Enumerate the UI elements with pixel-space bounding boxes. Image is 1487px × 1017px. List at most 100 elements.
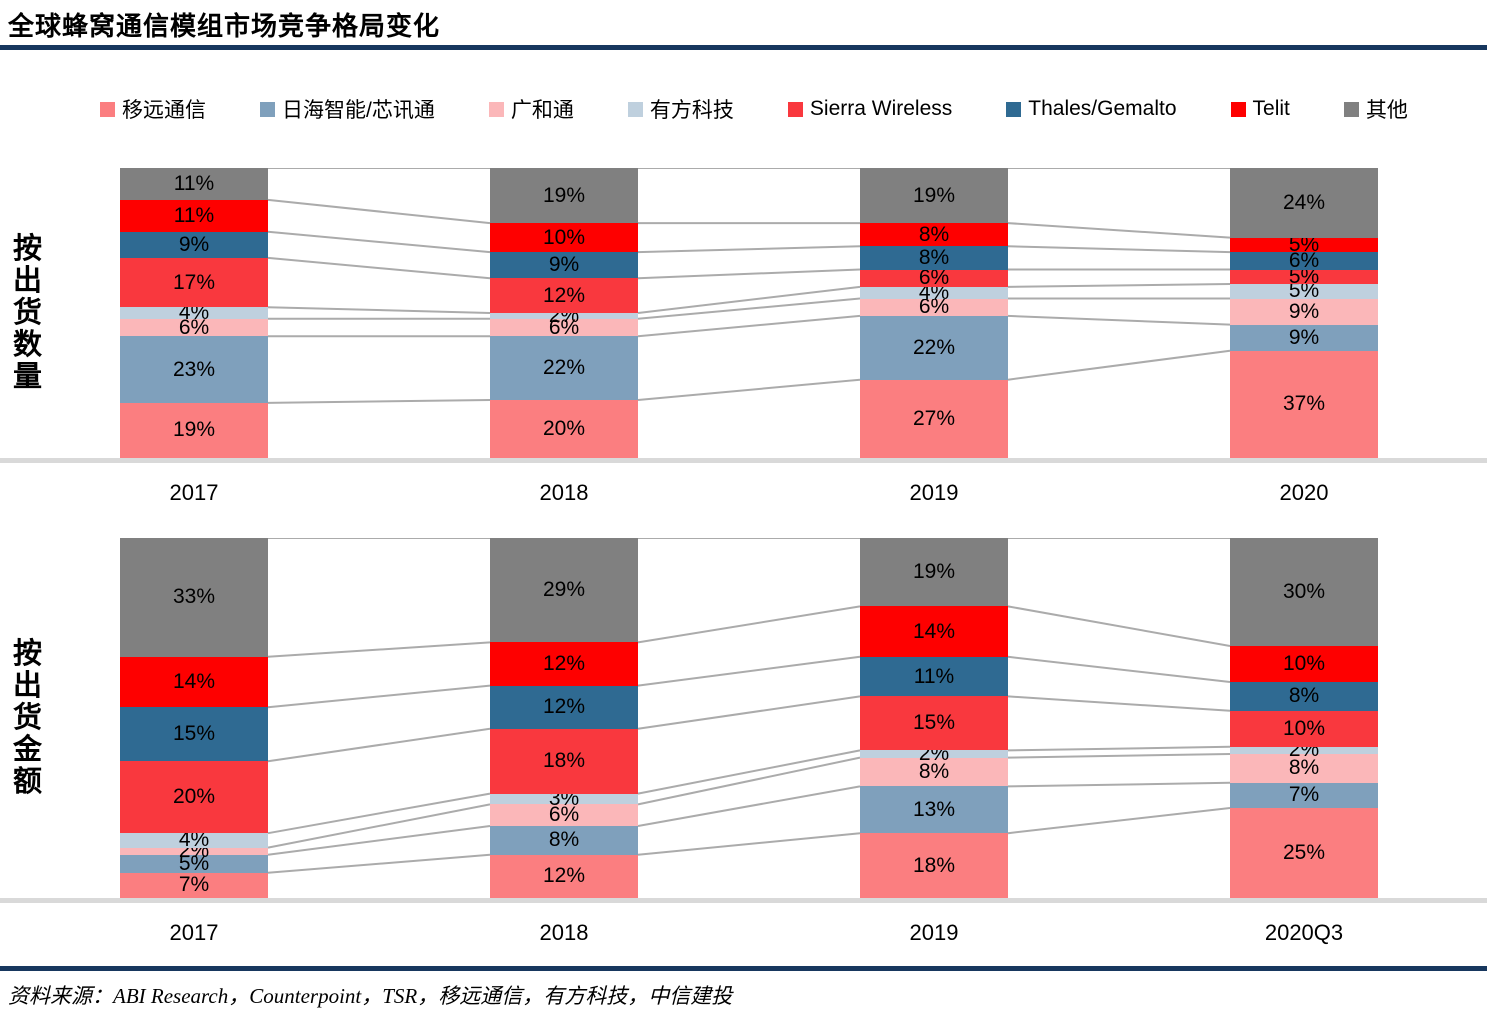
- segment-value-label: 7%: [1288, 783, 1320, 807]
- legend-item: 移远通信: [100, 94, 206, 124]
- segment-value-label: 6%: [548, 803, 580, 827]
- segment-Telit: 8%: [860, 223, 1008, 247]
- legend-swatch-icon: [627, 101, 643, 117]
- segment-有方科技: 4%: [120, 301, 268, 324]
- segment-广和通: 6%: [120, 316, 268, 339]
- legend-label: Thales/Gemalto: [1028, 97, 1177, 120]
- segment-日海智能/芯讯通: 22%: [490, 336, 638, 400]
- segment-Sierra Wireless: 20%: [120, 761, 268, 834]
- segment-value-label: 8%: [1288, 756, 1320, 780]
- segment-其他: 19%: [490, 168, 638, 224]
- segment-value-label: 33%: [172, 585, 216, 609]
- segment-value-label: 8%: [918, 245, 950, 269]
- segment-移远通信: 12%: [490, 854, 638, 898]
- segment-value-label: 6%: [918, 295, 950, 319]
- segment-移远通信: 18%: [860, 833, 1008, 898]
- legend: 移远通信 日海智能/芯讯通 广和通 有方科技 Sierra Wireless T…: [100, 94, 1408, 124]
- legend-label: 日海智能/芯讯通: [282, 99, 435, 122]
- segment-value-label: 13%: [912, 797, 956, 821]
- segment-Thales/Gemalto: 8%: [860, 245, 1008, 270]
- segment-Thales/Gemalto: 6%: [1230, 249, 1378, 272]
- segment-value-label: 6%: [918, 266, 950, 290]
- segment-value-label: 19%: [912, 183, 956, 207]
- segment-value-label: 9%: [1288, 325, 1320, 349]
- segment-其他: 24%: [1230, 168, 1378, 238]
- segment-value-label: 8%: [918, 760, 950, 783]
- segment-Telit: 5%: [1230, 233, 1378, 256]
- y-axis-title-value: 按出货金额: [13, 638, 43, 798]
- x-axis-label: 2019: [909, 920, 959, 945]
- segment-Sierra Wireless: 15%: [860, 696, 1008, 751]
- segment-value-label: 10%: [1282, 716, 1326, 740]
- segment-日海智能/芯讯通: 23%: [120, 336, 268, 403]
- bar-2017: 7% 5% 2% 4% 20% 15% 14% 33%: [120, 538, 268, 898]
- segment-Telit: 14%: [120, 656, 268, 708]
- segment-其他: 33%: [120, 538, 268, 657]
- x-axis-label: 2020: [1279, 480, 1329, 505]
- segment-有方科技: 2%: [490, 304, 638, 327]
- connector-lines: [267, 168, 1231, 404]
- segment-value-label: 11%: [913, 664, 955, 688]
- bar-2019: 27% 22% 6% 4% 6% 8% 8% 19%: [860, 168, 1008, 458]
- segment-value-label: 24%: [1282, 190, 1326, 214]
- segment-value-label: 12%: [542, 864, 586, 888]
- segment-value-label: 20%: [542, 417, 586, 440]
- segment-Telit: 10%: [490, 223, 638, 253]
- segment-广和通: 8%: [1230, 754, 1378, 783]
- legend-item: 广和通: [488, 94, 574, 124]
- segment-value-label: 22%: [912, 335, 956, 359]
- segment-移远通信: 20%: [490, 400, 638, 458]
- x-axis-label: 2018: [539, 920, 589, 945]
- segment-value-label: 30%: [1282, 580, 1326, 603]
- legend-label: 广和通: [510, 99, 574, 122]
- segment-value-label: 12%: [542, 652, 586, 676]
- segment-value-label: 15%: [912, 711, 956, 735]
- legend-swatch-icon: [1006, 101, 1022, 117]
- segment-value-label: 6%: [548, 315, 580, 339]
- segment-Sierra Wireless: 18%: [490, 728, 638, 794]
- segment-value-label: 6%: [1288, 248, 1320, 272]
- segment-value-label: 9%: [1288, 299, 1320, 323]
- segment-移远通信: 19%: [120, 402, 268, 458]
- chart-by-shipment-volume: 按出货数量 19% 23% 6% 4% 17% 9% 11% 11% 2017 20% 22% 6% 2…: [0, 168, 1487, 505]
- segment-Sierra Wireless: 6%: [860, 266, 1008, 289]
- segment-value-label: 10%: [542, 225, 586, 249]
- segment-Sierra Wireless: 12%: [490, 278, 638, 313]
- segment-value-label: 5%: [1288, 232, 1320, 256]
- segment-日海智能/芯讯通: 5%: [120, 852, 268, 875]
- segment-value-label: 4%: [178, 828, 210, 852]
- x-axis-baseline: [0, 898, 1487, 903]
- segment-value-label: 18%: [912, 853, 956, 877]
- x-axis-baseline: [0, 458, 1487, 463]
- legend-item: Sierra Wireless: [787, 97, 952, 121]
- segment-移远通信: 27%: [860, 379, 1008, 458]
- legend-label: 移远通信: [122, 99, 206, 122]
- segment-Telit: 14%: [860, 606, 1008, 657]
- segment-value-label: 15%: [172, 722, 216, 746]
- segment-Thales/Gemalto: 9%: [490, 252, 638, 279]
- x-axis-label: 2018: [539, 480, 589, 505]
- segment-value-label: 12%: [542, 695, 586, 719]
- bottom-divider-rule: [0, 966, 1487, 971]
- chart-by-shipment-value: 按出货金额 7% 5% 2% 4% 20% 15% 14% 33% 2017 12% 8% 6% 3% 1…: [0, 538, 1487, 945]
- legend-item: 日海智能/芯讯通: [260, 94, 435, 124]
- segment-Thales/Gemalto: 15%: [120, 707, 268, 762]
- legend-label: 有方科技: [649, 99, 734, 122]
- segment-value-label: 12%: [542, 283, 586, 307]
- segment-value-label: 8%: [548, 828, 580, 852]
- segment-value-label: 19%: [172, 418, 216, 442]
- legend-item: 有方科技: [627, 94, 734, 124]
- segment-value-label: 25%: [1282, 841, 1326, 864]
- segment-value-label: 22%: [542, 356, 586, 380]
- segment-Telit: 11%: [120, 199, 268, 232]
- segment-value-label: 20%: [172, 785, 216, 809]
- segment-value-label: 9%: [548, 253, 580, 277]
- segment-value-label: 11%: [173, 171, 215, 195]
- segment-value-label: 23%: [172, 357, 216, 381]
- segment-value-label: 14%: [172, 670, 216, 693]
- x-axis-label: 2019: [909, 480, 959, 505]
- legend-item: 其他: [1343, 94, 1408, 124]
- segment-value-label: 11%: [173, 203, 215, 227]
- legend-label: 其他: [1365, 99, 1408, 122]
